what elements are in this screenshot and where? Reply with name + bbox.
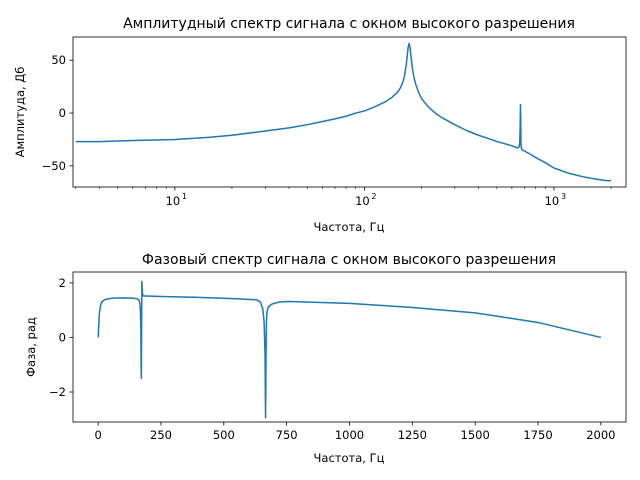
amplitude-x-tick-label: 10 (545, 194, 560, 208)
phase-x-axis-label: Частота, Гц (314, 451, 385, 465)
phase-x-tick-label: 1500 (461, 428, 490, 442)
amplitude-subplot: Амплитудный спектр сигнала с окном высок… (13, 16, 627, 234)
amplitude-chart-title: Амплитудный спектр сигнала с окном высок… (123, 16, 575, 32)
phase-x-tick-label: 0 (94, 428, 101, 442)
phase-axes-frame (72, 271, 627, 423)
amplitude-y-axis-label: Амплитуда, Дб (13, 67, 27, 158)
phase-plot-area (97, 280, 602, 419)
phase-x-tick-label: 500 (213, 428, 235, 442)
amplitude-axes-frame (72, 36, 627, 188)
phase-x-tick-label: 250 (150, 428, 172, 442)
amplitude-plot-area (75, 42, 611, 182)
phase-subplot: Фазовый спектр сигнала с окном высокого … (24, 252, 627, 465)
amplitude-x-tick-exponent: 2 (371, 192, 376, 201)
phase-y-tick-label: −2 (49, 385, 66, 399)
phase-series-line-0 (97, 280, 602, 419)
amplitude-x-axis-label: Частота, Гц (314, 220, 385, 234)
phase-chart-title: Фазовый спектр сигнала с окном высокого … (142, 252, 556, 268)
phase-x-tick-label: 2000 (586, 428, 615, 442)
amplitude-y-tick-label: 0 (59, 106, 66, 120)
phase-y-ticks: 2 0 −2 (49, 276, 73, 399)
phase-x-tick-label: 750 (276, 428, 298, 442)
phase-x-tick-label: 1750 (523, 428, 552, 442)
amplitude-y-ticks: 50 0 −50 (42, 53, 73, 173)
amplitude-series-line-0 (75, 42, 611, 182)
phase-y-tick-label: 2 (59, 276, 66, 290)
phase-y-axis-label: Фаза, рад (24, 317, 38, 377)
amplitude-x-tick-exponent: 1 (182, 192, 187, 201)
phase-x-tick-label: 1000 (335, 428, 364, 442)
amplitude-x-tick-exponent: 3 (561, 192, 566, 201)
amplitude-y-tick-label: 50 (51, 53, 66, 67)
phase-x-tick-label: 1250 (398, 428, 427, 442)
amplitude-y-tick-label: −50 (42, 159, 66, 173)
amplitude-x-tick-label: 10 (166, 194, 181, 208)
phase-y-tick-label: 0 (59, 330, 66, 344)
phase-x-ticks: 0 250 500 750 1000 1250 1500 1750 2000 (94, 422, 616, 442)
amplitude-x-tick-label: 10 (355, 194, 370, 208)
